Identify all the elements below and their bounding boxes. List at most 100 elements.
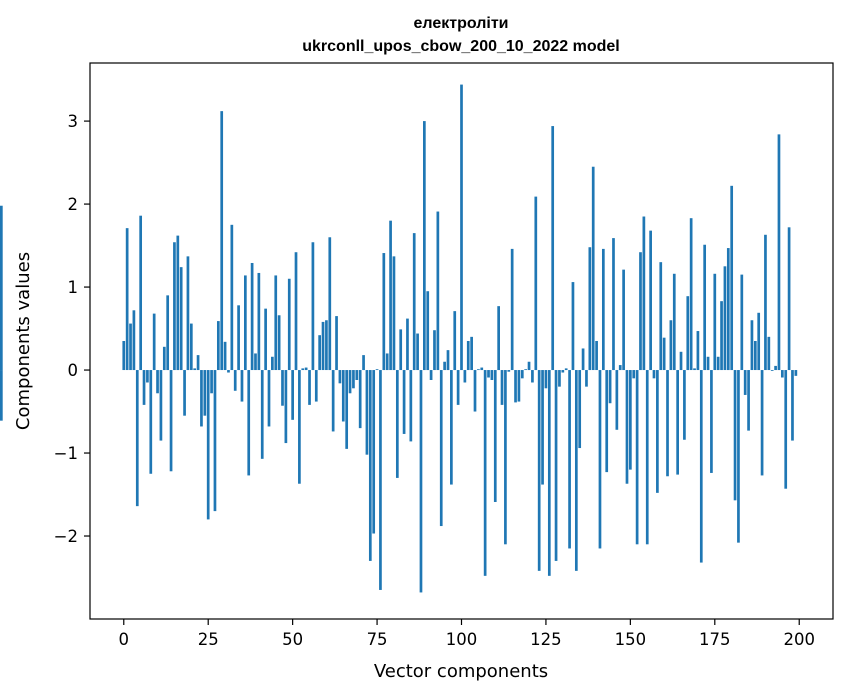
- bar-147: [618, 365, 622, 371]
- bar-9: [152, 313, 156, 371]
- bar-123: [537, 370, 541, 571]
- bar-53: [301, 368, 305, 371]
- bar-45: [274, 275, 278, 371]
- bar-135: [578, 370, 582, 449]
- bar-128: [554, 370, 558, 561]
- bar-190: [764, 234, 767, 371]
- bar-191: [767, 336, 771, 371]
- bar-194: [777, 134, 781, 371]
- bar-122: [534, 196, 538, 371]
- bar-103: [470, 336, 473, 371]
- bar-113: [504, 370, 507, 545]
- bar-136: [581, 348, 585, 371]
- bar-55: [308, 370, 311, 405]
- bar-31: [227, 370, 230, 373]
- bar-25: [206, 370, 210, 520]
- bar-13: [166, 295, 170, 371]
- bar-42: [264, 308, 267, 371]
- bars-group: [0, 84, 798, 593]
- bar-146: [615, 370, 619, 430]
- bar-51: [294, 252, 298, 371]
- bar-40: [257, 272, 261, 371]
- bar-34: [237, 305, 240, 371]
- bar-67: [348, 370, 352, 394]
- bar-192: [770, 370, 774, 371]
- bar-3: [132, 310, 136, 371]
- bar-81: [395, 370, 399, 478]
- bar-183: [740, 274, 744, 371]
- bar-162: [669, 320, 673, 371]
- bar-37: [247, 370, 251, 476]
- bar-129: [558, 370, 561, 387]
- bar-66: [345, 370, 349, 449]
- bar-185: [747, 370, 750, 431]
- bar-59: [321, 321, 325, 371]
- bar-68: [352, 370, 355, 389]
- bar-95: [443, 361, 446, 371]
- bar-180: [730, 185, 734, 371]
- bar-7: [146, 370, 149, 383]
- bar-134: [574, 370, 578, 571]
- bar-21: [193, 368, 197, 371]
- bar-28: [216, 321, 220, 371]
- bar-102: [466, 341, 470, 371]
- bar-79: [389, 220, 392, 371]
- bar-82: [399, 329, 403, 371]
- bar-39: [254, 353, 257, 371]
- bar-86: [412, 233, 416, 371]
- bar-63: [335, 316, 338, 371]
- bar-117: [517, 370, 521, 402]
- bar-168: [689, 218, 693, 371]
- y-tick-label: −1: [54, 444, 78, 463]
- bar-144: [608, 370, 612, 404]
- bar-43: [267, 370, 271, 427]
- bar-152: [635, 370, 639, 545]
- bar-2: [129, 323, 132, 371]
- bar-121: [531, 370, 534, 383]
- y-tick-label: 1: [68, 278, 79, 297]
- bar-16: [176, 235, 180, 371]
- bar-104: [473, 370, 477, 412]
- bar-187: [753, 341, 757, 371]
- bar-164: [676, 370, 679, 475]
- bar-138: [588, 247, 592, 371]
- bar-130: [561, 370, 565, 373]
- bar-97: [450, 370, 453, 485]
- bar-8: [149, 370, 153, 474]
- bar-116: [514, 370, 517, 403]
- bar-171: [699, 370, 703, 563]
- bar-17: [179, 267, 183, 371]
- bar-177: [720, 301, 723, 371]
- bar-78: [385, 353, 389, 371]
- x-tick-label: 150: [615, 630, 647, 649]
- x-tick-label: 200: [783, 630, 815, 649]
- chart-title-line2: ukrconll_upos_cbow_200_10_2022 model: [302, 38, 619, 55]
- bar-120: [527, 361, 531, 371]
- bar-124: [541, 370, 544, 485]
- bar-101: [463, 370, 467, 383]
- bar-94: [439, 370, 443, 527]
- bar-126: [547, 370, 551, 576]
- bar-4: [135, 370, 139, 507]
- bar-175: [713, 273, 717, 371]
- bar-110: [493, 370, 497, 502]
- bar-89: [423, 121, 426, 371]
- bar-161: [666, 370, 669, 477]
- bar-112: [500, 370, 504, 405]
- bar-62: [331, 370, 335, 432]
- bar-118: [520, 370, 524, 379]
- bar-173: [706, 356, 710, 371]
- bar-196: [784, 370, 788, 489]
- bar-14: [169, 370, 173, 472]
- bar-80: [392, 256, 396, 371]
- bar-186: [750, 320, 754, 371]
- bar-48: [284, 370, 288, 444]
- bar-70: [358, 370, 362, 429]
- bar-115: [510, 248, 514, 371]
- bar-61: [328, 237, 332, 371]
- bar-100: [460, 84, 463, 371]
- bar-188: [757, 312, 761, 371]
- bar-145: [612, 238, 615, 371]
- bar-60: [325, 320, 328, 371]
